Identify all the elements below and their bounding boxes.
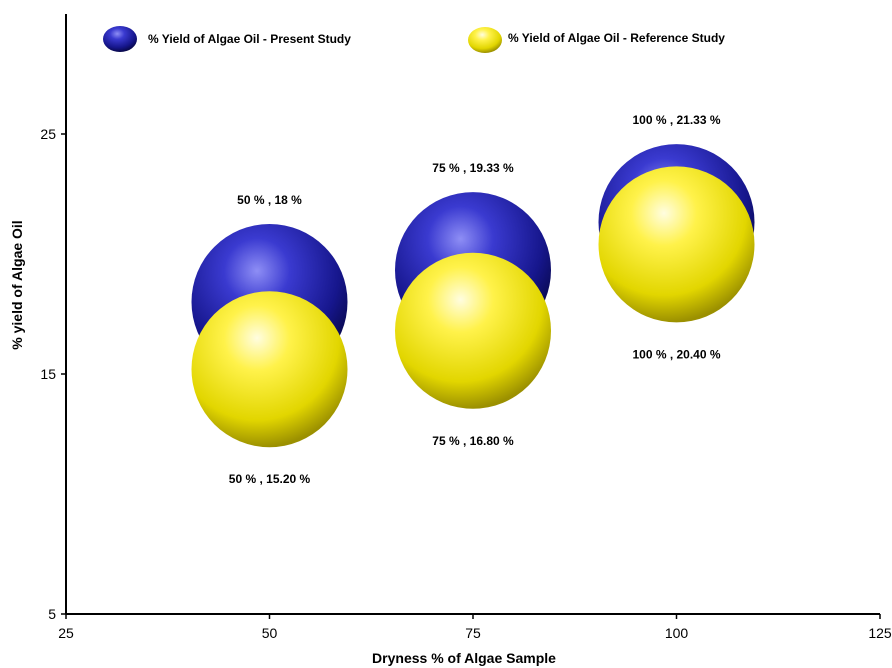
x-tick-label: 125 xyxy=(868,625,892,641)
legend-label-reference-study: % Yield of Algae Oil - Reference Study xyxy=(508,31,725,45)
x-tick-label: 50 xyxy=(262,625,278,641)
data-label: 50 % , 18 % xyxy=(237,193,302,207)
legend-item-present-study: % Yield of Algae Oil - Present Study xyxy=(103,26,351,52)
legend: % Yield of Algae Oil - Present Study % Y… xyxy=(103,26,725,53)
x-axis-title: Dryness % of Algae Sample xyxy=(372,650,556,666)
bubble-point xyxy=(395,253,551,409)
bubble-point xyxy=(192,291,348,447)
x-tick-label: 25 xyxy=(58,625,74,641)
data-label: 50 % , 15.20 % xyxy=(229,472,311,486)
x-tick-label: 75 xyxy=(465,625,481,641)
bubbles: 50 % , 18 % 75 % , 19.33 % 100 % , 21.33 %… xyxy=(192,113,755,486)
y-tick-label: 25 xyxy=(40,126,56,142)
data-label: 100 % , 21.33 % xyxy=(632,113,720,127)
data-label: 75 % , 19.33 % xyxy=(432,161,514,175)
bubble-point xyxy=(599,166,755,322)
y-tick-label: 5 xyxy=(48,606,56,622)
y-axis-title: % yield of Algae Oil xyxy=(9,220,25,349)
x-tick-label: 100 xyxy=(665,625,689,641)
legend-label-present-study: % Yield of Algae Oil - Present Study xyxy=(148,32,351,46)
data-label: 100 % , 20.40 % xyxy=(632,347,720,361)
data-label: 75 % , 16.80 % xyxy=(432,434,514,448)
legend-swatch-reference-study xyxy=(468,27,502,53)
legend-swatch-present-study xyxy=(103,26,137,52)
legend-item-reference-study: % Yield of Algae Oil - Reference Study xyxy=(468,27,725,53)
y-tick-label: 15 xyxy=(40,366,56,382)
